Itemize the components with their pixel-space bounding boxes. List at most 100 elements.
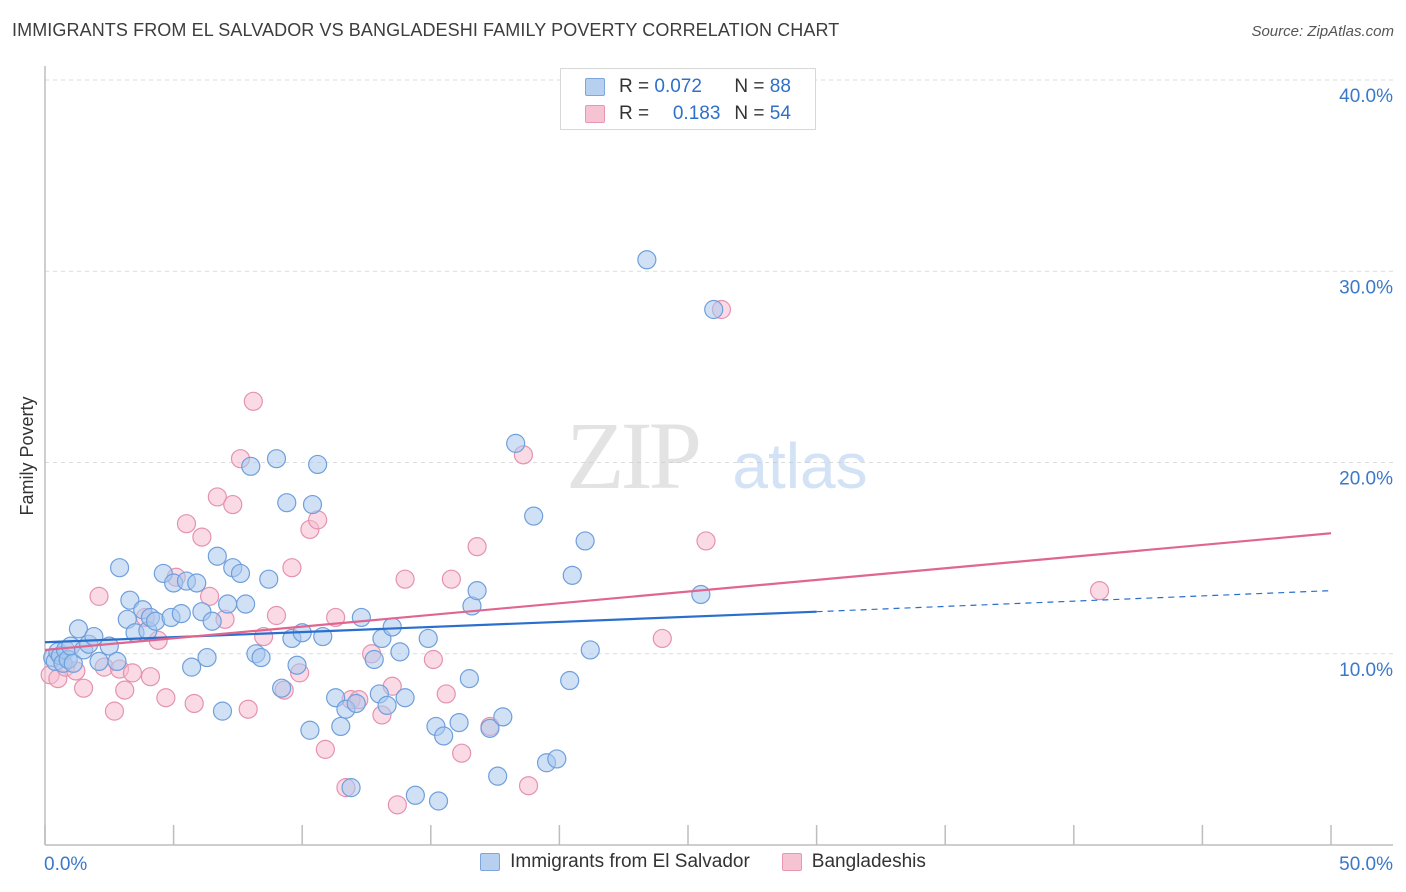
el-salvador-point (212, 701, 233, 721)
legend-r-label: R = (619, 76, 650, 97)
el-salvador-point (287, 655, 307, 675)
el-salvador-point (236, 594, 256, 614)
el-salvador-point (197, 647, 217, 668)
y-tick-label: 20.0% (1339, 469, 1393, 490)
el-salvador-point (251, 647, 271, 668)
bangladeshis-point (326, 607, 346, 628)
bangladeshis-point (207, 487, 227, 507)
bangladeshis-point (315, 739, 335, 759)
el-salvador-point (230, 563, 251, 584)
source-label: Source: ZipAtlas.com (1251, 23, 1394, 40)
el-salvador-point (449, 712, 469, 733)
bangladeshis-point (423, 649, 443, 670)
el-salvador-point (405, 785, 425, 805)
el-salvador-point (68, 619, 89, 639)
bangladeshis-point (192, 527, 212, 547)
legend-r-value: 0.183 (672, 103, 721, 124)
series-swatch-blue (480, 853, 501, 871)
el-salvador-point (84, 626, 104, 647)
el-salvador-point (241, 456, 261, 476)
bangladeshis-point (696, 531, 716, 551)
el-salvador-point (341, 778, 361, 798)
el-salvador-points (43, 250, 724, 811)
el-salvador-point (493, 707, 513, 727)
el-salvador-point (637, 250, 657, 270)
legend-n-label: N = (734, 103, 765, 124)
bangladeshis-point (1089, 581, 1110, 601)
legend-swatch-blue (585, 78, 605, 96)
bangladeshis-point (223, 494, 243, 515)
el-salvador-point (390, 642, 410, 662)
el-salvador-point (382, 617, 402, 637)
el-salvador-point (207, 546, 227, 566)
bangladeshis-point (115, 680, 135, 700)
el-salvador-point (120, 590, 140, 610)
bangladeshis-point (200, 586, 220, 606)
bangladeshis-point (122, 663, 143, 683)
legend-r-value: 0.072 (654, 76, 702, 97)
bangladeshis-point (238, 699, 258, 719)
y-axis-label: Family Poverty (17, 396, 37, 515)
bangladeshis-point (73, 678, 94, 698)
bangladeshis-point (176, 514, 197, 534)
bangladeshis-point (452, 743, 472, 763)
bangladeshis-point (184, 693, 204, 714)
watermark-zip: ZIP (566, 402, 699, 509)
el-salvador-point (187, 573, 207, 593)
bangladeshis-point (282, 558, 302, 578)
x-tick-labels: 0.0% 50.0% (44, 854, 1393, 875)
el-salvador-point (277, 493, 297, 513)
el-salvador-point (434, 726, 454, 746)
legend-r-label: R = (619, 103, 650, 124)
legend-n-label: N = (734, 76, 765, 97)
bangladeshis-point (243, 391, 263, 411)
el-salvador-point (266, 449, 287, 469)
bangladeshis-point (156, 688, 176, 708)
y-tick-label: 10.0% (1339, 660, 1393, 681)
y-tick-label: 40.0% (1339, 86, 1393, 107)
bangladeshis-point (467, 537, 487, 557)
el-salvador-point (506, 433, 526, 453)
el-salvador-point (346, 693, 366, 714)
el-salvador-point (171, 603, 191, 624)
el-salvador-point (300, 720, 320, 740)
el-salvador-point (560, 670, 580, 691)
bangladeshis-points (40, 299, 1110, 815)
el-salvador-point (580, 640, 600, 660)
series-swatch-pink (781, 853, 802, 871)
el-salvador-point (218, 594, 238, 614)
axes (44, 66, 1393, 846)
bangladeshis-point (254, 626, 274, 647)
el-salvador-point (524, 506, 544, 526)
legend-swatch-pink (585, 105, 605, 123)
series-legend-el-salvador[interactable]: Immigrants from El Salvador (480, 851, 750, 873)
bangladeshis-point (436, 684, 456, 704)
el-salvador-point (63, 653, 83, 673)
el-salvador-point (272, 678, 292, 698)
el-salvador-point (547, 749, 567, 769)
el-salvador-point (418, 628, 438, 649)
legend-row-bangladeshis: R = 0.183 N = 54 (585, 102, 791, 126)
stats-legend: R = 0.072 N = 88 R = 0.183 N = 54 (560, 68, 816, 130)
el-salvador-point (308, 454, 328, 475)
series-legend-bangladeshis[interactable]: Bangladeshis (781, 851, 926, 873)
el-salvador-point (377, 695, 397, 715)
x-tick-label: 50.0% (1339, 854, 1393, 875)
el-salvador-point (351, 607, 371, 628)
series-legend: Immigrants from El Salvador Bangladeshis (0, 851, 1406, 873)
legend-n-value: 54 (769, 103, 791, 124)
el-salvador-point (202, 611, 222, 631)
el-salvador-point (99, 636, 119, 656)
series-name: Bangladeshis (811, 851, 926, 872)
series-name: Immigrants from El Salvador (510, 851, 750, 872)
trend-lines (44, 532, 1332, 652)
bangladeshis-point (89, 586, 109, 606)
el-salvador-point (259, 569, 279, 589)
bangladeshis-point (387, 795, 407, 815)
el-salvador-point (107, 651, 127, 672)
el-salvador-point (89, 651, 109, 672)
chart-title: IMMIGRANTS FROM EL SALVADOR VS BANGLADES… (12, 20, 840, 40)
el-salvador-point (395, 688, 415, 708)
el-salvador-point (302, 494, 323, 515)
